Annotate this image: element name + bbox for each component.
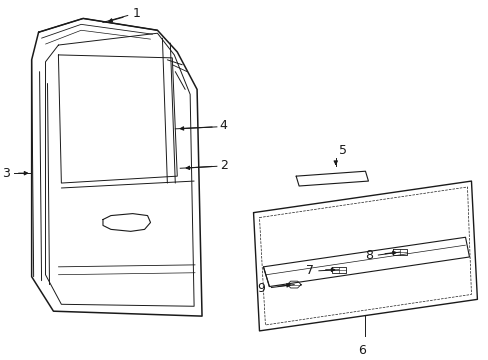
Text: 7: 7 (305, 264, 313, 277)
Text: 6: 6 (358, 344, 366, 357)
Text: 9: 9 (257, 282, 265, 295)
Text: 5: 5 (338, 144, 346, 157)
Text: 1: 1 (132, 7, 140, 20)
Text: 4: 4 (220, 120, 227, 132)
Text: 3: 3 (2, 167, 10, 180)
Text: 2: 2 (220, 159, 227, 172)
Text: 8: 8 (365, 249, 373, 262)
